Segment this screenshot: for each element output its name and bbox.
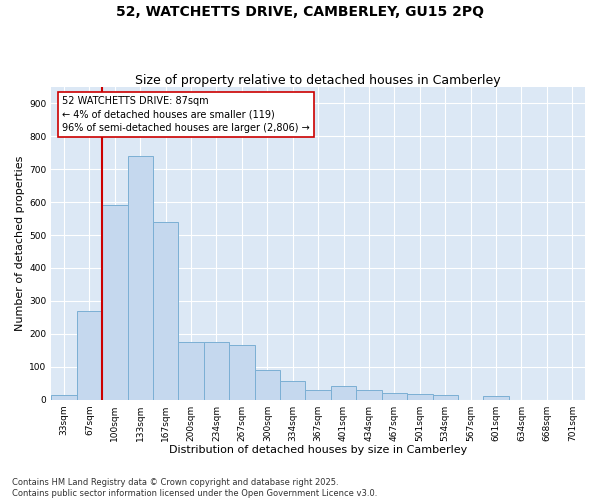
Bar [331, 386, 356, 400]
Bar [433, 394, 458, 400]
Bar [77, 311, 102, 400]
Bar [51, 394, 77, 400]
X-axis label: Distribution of detached houses by size in Camberley: Distribution of detached houses by size … [169, 445, 467, 455]
Bar [204, 342, 229, 400]
Bar [178, 342, 204, 400]
Bar [407, 394, 433, 400]
Bar [102, 206, 128, 400]
Y-axis label: Number of detached properties: Number of detached properties [15, 156, 25, 331]
Bar [280, 382, 305, 400]
Bar [153, 222, 178, 400]
Bar [356, 390, 382, 400]
Title: Size of property relative to detached houses in Camberley: Size of property relative to detached ho… [136, 74, 501, 87]
Bar [254, 370, 280, 400]
Bar [128, 156, 153, 400]
Bar [305, 390, 331, 400]
Bar [382, 393, 407, 400]
Text: 52, WATCHETTS DRIVE, CAMBERLEY, GU15 2PQ: 52, WATCHETTS DRIVE, CAMBERLEY, GU15 2PQ [116, 5, 484, 19]
Text: 52 WATCHETTS DRIVE: 87sqm
← 4% of detached houses are smaller (119)
96% of semi-: 52 WATCHETTS DRIVE: 87sqm ← 4% of detach… [62, 96, 310, 133]
Bar [484, 396, 509, 400]
Bar [229, 346, 254, 400]
Text: Contains HM Land Registry data © Crown copyright and database right 2025.
Contai: Contains HM Land Registry data © Crown c… [12, 478, 377, 498]
